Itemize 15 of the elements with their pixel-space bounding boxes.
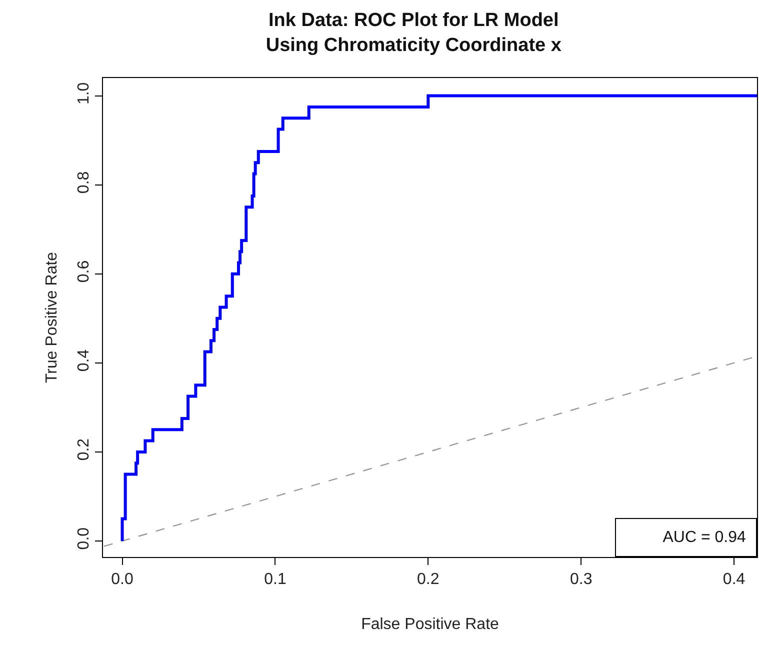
x-tick-label: 0.0 [111,571,134,588]
chart-title: Ink Data: ROC Plot for LR Model Using Chromaticity Coordinate x [266,10,562,56]
y-tick-label: 0.0 [76,527,93,550]
y-tick-label: 1.0 [76,82,93,105]
y-tick-label: 0.8 [76,171,93,194]
y-tick-label: 0.4 [76,349,93,372]
annotation: AUC = 0.94 [662,529,746,546]
x-tick-label: 0.2 [417,571,440,588]
x-axis-title: False Positive Rate [361,616,500,633]
x-tick-label: 0.3 [570,571,592,588]
y-tick-label: 0.2 [76,438,93,461]
y-axis-title: True Positive Rate [44,252,60,384]
y-tick-label: 0.6 [76,260,93,283]
x-tick-label: 0.1 [264,571,286,588]
x-tick-label: 0.4 [722,571,746,588]
